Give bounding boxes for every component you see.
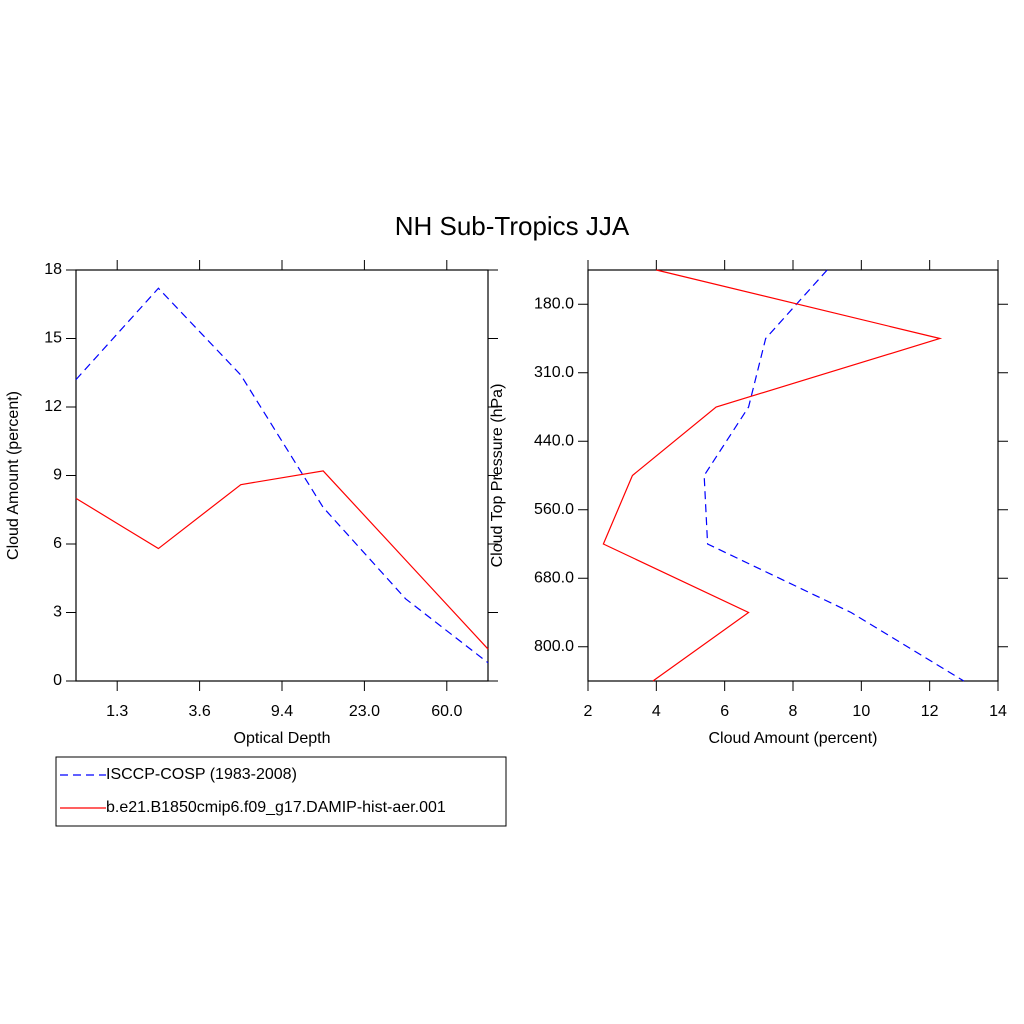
x-tick-label: 14 <box>989 703 1007 720</box>
series-line <box>75 287 489 664</box>
x-tick-label: 6 <box>720 703 729 720</box>
y-tick-label: 12 <box>44 398 62 415</box>
legend-label: ISCCP-COSP (1983-2008) <box>106 766 297 783</box>
x-axis-label: Cloud Amount (percent) <box>709 730 878 747</box>
series-line <box>602 269 943 682</box>
y-tick-label: 15 <box>44 330 62 347</box>
plot-frame <box>75 269 489 682</box>
x-axis-label: Optical Depth <box>234 730 331 747</box>
y-tick-label: 680.0 <box>534 569 574 586</box>
x-tick-label: 3.6 <box>188 703 210 720</box>
series-line <box>75 470 489 650</box>
y-tick-label: 800.0 <box>534 638 574 655</box>
y-tick-label: 180.0 <box>534 295 574 312</box>
x-tick-label: 23.0 <box>349 703 380 720</box>
y-tick-label: 6 <box>53 535 62 552</box>
y-tick-label: 560.0 <box>534 501 574 518</box>
x-tick-label: 10 <box>852 703 870 720</box>
y-tick-label: 0 <box>53 672 62 689</box>
title: NH Sub-Tropics JJA <box>395 211 630 241</box>
y-tick-label: 18 <box>44 261 62 278</box>
x-tick-label: 4 <box>652 703 661 720</box>
x-tick-label: 60.0 <box>431 703 462 720</box>
y-tick-label: 440.0 <box>534 432 574 449</box>
x-tick-label: 2 <box>584 703 593 720</box>
y-axis-label: Cloud Amount (percent) <box>5 391 22 560</box>
legend-label: b.e21.B1850cmip6.f09_g17.DAMIP-hist-aer.… <box>106 799 446 816</box>
legend-box <box>55 756 507 827</box>
x-tick-label: 1.3 <box>106 703 128 720</box>
series-line <box>703 269 965 682</box>
y-tick-label: 9 <box>53 467 62 484</box>
x-tick-label: 8 <box>789 703 798 720</box>
plot-frame <box>587 269 999 682</box>
y-tick-label: 310.0 <box>534 364 574 381</box>
x-tick-label: 9.4 <box>271 703 293 720</box>
y-axis-label: Cloud Top Pressure (hPa) <box>489 384 506 568</box>
x-tick-label: 12 <box>921 703 939 720</box>
y-tick-label: 3 <box>53 604 62 621</box>
